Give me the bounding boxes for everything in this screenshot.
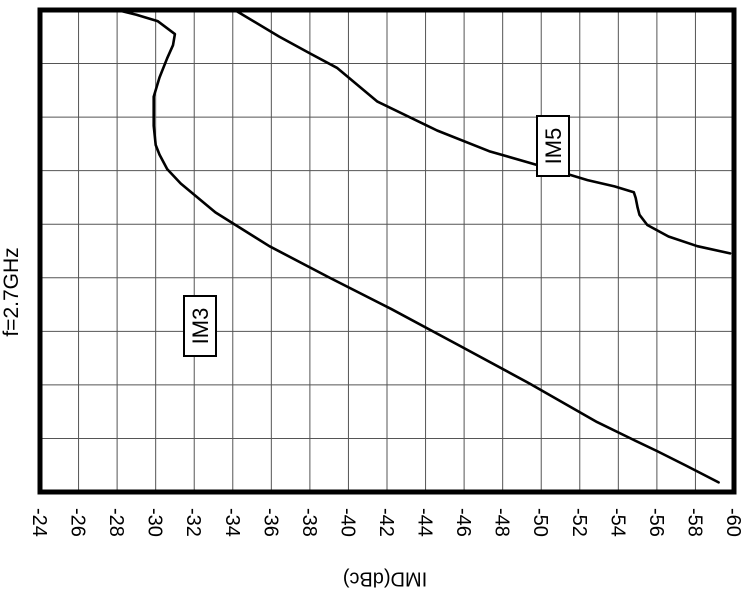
x-tick-label: -56 (645, 508, 667, 537)
annotation-box (536, 115, 570, 177)
y-axis-label: f=2.7GHz (0, 247, 23, 337)
x-tick-label: -26 (67, 508, 89, 537)
x-tick-label: -52 (568, 508, 590, 537)
x-tick-label: -28 (105, 508, 127, 537)
x-tick-label: -34 (221, 508, 243, 537)
x-tick-label: -60 (722, 508, 744, 537)
annotation-label: IM5 (541, 128, 566, 165)
x-tick-label: -58 (683, 508, 705, 537)
x-tick-label: -48 (491, 508, 513, 537)
x-tick-label: -42 (375, 508, 397, 537)
x-tick-label: -54 (606, 508, 628, 537)
series-line-im5 (233, 8, 732, 255)
plot-frame (37, 7, 737, 495)
x-tick-label: -24 (28, 508, 50, 537)
annotation-im5: IM5 (536, 115, 570, 177)
series-line-im3 (115, 8, 720, 484)
grid (40, 10, 734, 492)
x-axis-label: IMD(dBc) (342, 567, 428, 590)
x-tick-label: -50 (529, 508, 551, 537)
x-tick-label: -40 (336, 508, 358, 537)
annotation-box (183, 295, 217, 357)
x-tick-label: -32 (182, 508, 204, 537)
x-tick-label: -38 (298, 508, 320, 537)
x-tick-label: -36 (259, 508, 281, 537)
annotations: IM3 IM5 (183, 115, 570, 357)
annotation-label: IM3 (188, 308, 213, 345)
x-tick-label: -46 (452, 508, 474, 537)
x-tick-label: -44 (414, 508, 436, 537)
annotation-im3: IM3 (183, 295, 217, 357)
curves (115, 8, 732, 484)
x-tick-label: -30 (144, 508, 166, 537)
x-tick-labels: -24 -26 -28 -30 -32 -34 -36 -38 -40 -42 -44 -46 -48-… (28, 508, 744, 537)
